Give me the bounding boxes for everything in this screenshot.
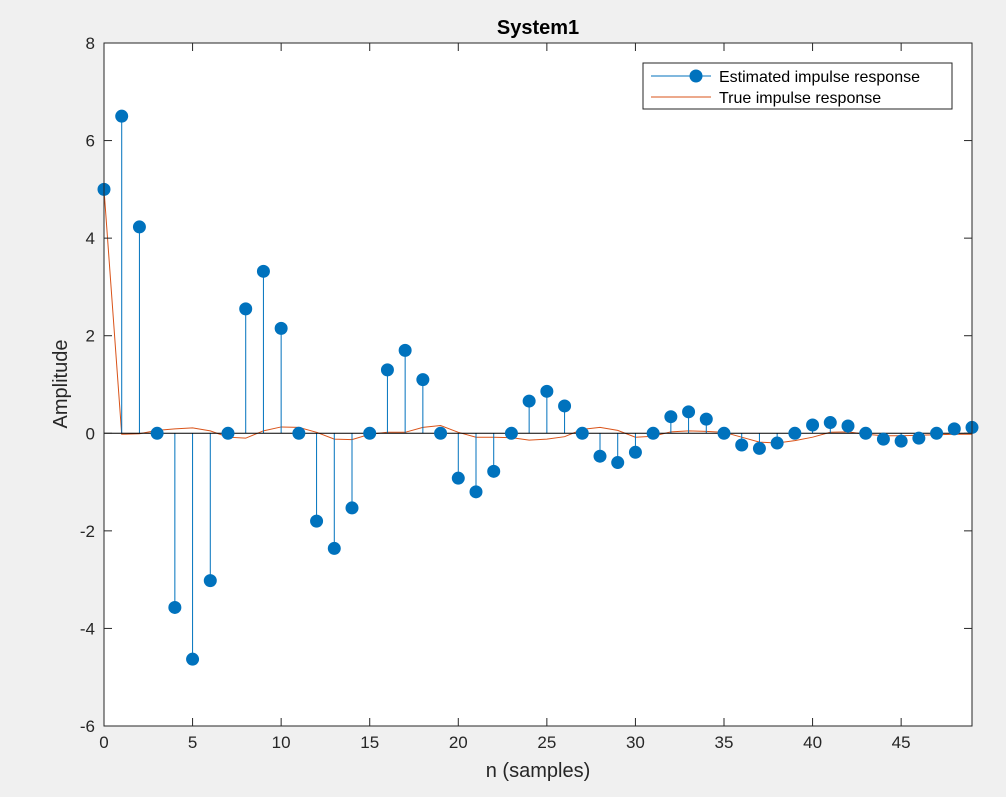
x-tick-label: 45: [892, 733, 911, 752]
x-tick-label: 10: [272, 733, 291, 752]
y-tick-label: 2: [86, 327, 95, 346]
stem-marker: [947, 422, 961, 436]
chart-title: System1: [497, 17, 579, 39]
stem-marker: [168, 600, 182, 614]
stem-marker: [186, 652, 200, 666]
stem-marker: [416, 373, 430, 387]
stem-marker: [256, 264, 270, 278]
x-axis-label: n (samples): [486, 760, 590, 782]
stem-marker: [876, 432, 890, 446]
x-tick-label: 15: [360, 733, 379, 752]
y-tick-label: -2: [80, 522, 95, 541]
x-tick-label: 25: [537, 733, 556, 752]
stem-marker: [345, 501, 359, 515]
stem-marker: [380, 363, 394, 377]
y-tick-label: 6: [86, 132, 95, 151]
y-tick-label: -4: [80, 619, 95, 638]
stem-marker: [274, 321, 288, 335]
stem-marker: [628, 445, 642, 459]
stem-marker: [239, 302, 253, 316]
stem-marker: [894, 434, 908, 448]
stem-marker: [930, 426, 944, 440]
x-tick-label: 30: [626, 733, 645, 752]
stem-marker: [859, 426, 873, 440]
stem-marker: [221, 426, 235, 440]
stem-marker: [699, 412, 713, 426]
y-tick-label: 4: [86, 229, 95, 248]
stem-marker: [504, 426, 518, 440]
y-ticks: -6 -4 -2 0 2 4 6 8: [80, 34, 972, 736]
stem-marker: [115, 109, 129, 123]
stem-marker: [150, 426, 164, 440]
plot-area: [104, 43, 972, 726]
stem-marker: [522, 394, 536, 408]
stem-marker: [363, 426, 377, 440]
stem-marker: [806, 418, 820, 432]
stem-marker: [132, 220, 146, 234]
stem-marker: [451, 471, 465, 485]
legend-box: [642, 62, 953, 110]
y-axis-label: Amplitude: [50, 340, 72, 429]
stem-marker: [434, 426, 448, 440]
y-tick-label: 8: [86, 34, 95, 53]
x-tick-label: 0: [99, 733, 108, 752]
legend-estimated-marker: [689, 69, 703, 83]
stem-marker: [735, 438, 749, 452]
stem-marker: [292, 426, 306, 440]
stem-marker: [575, 426, 589, 440]
x-tick-label: 20: [449, 733, 468, 752]
y-tick-label: -6: [80, 717, 95, 736]
stem-marker: [469, 485, 483, 499]
stem-marker: [398, 343, 412, 357]
stem-marker: [912, 431, 926, 445]
legend[interactable]: Estimated impulse response True impulse …: [642, 62, 953, 110]
stem-marker: [682, 405, 696, 419]
x-tick-label: 5: [188, 733, 197, 752]
legend-estimated-label: Estimated impulse response: [719, 69, 920, 86]
stem-marker: [540, 384, 554, 398]
stem-marker: [664, 410, 678, 424]
x-ticks: 0 5 10 15 20 25 30 35 40 45: [99, 43, 911, 752]
stem-marker: [752, 441, 766, 455]
y-tick-label: 0: [86, 424, 95, 443]
stem-marker: [611, 456, 625, 470]
stem-marker: [788, 426, 802, 440]
x-tick-label: 35: [715, 733, 734, 752]
x-tick-label: 40: [803, 733, 822, 752]
axes-box: [103, 42, 973, 727]
stem-marker: [310, 514, 324, 528]
stem-marker: [487, 464, 501, 478]
stem-marker: [823, 416, 837, 430]
stem-marker: [203, 574, 217, 588]
stem-marker: [558, 399, 572, 413]
legend-true-label: True impulse response: [719, 90, 881, 107]
stem-marker: [593, 449, 607, 463]
stem-marker: [770, 436, 784, 450]
stem-marker: [646, 426, 660, 440]
stem-marker: [841, 419, 855, 433]
stem-marker: [327, 541, 341, 555]
marker-layer: [97, 109, 979, 666]
stem-marker: [717, 426, 731, 440]
